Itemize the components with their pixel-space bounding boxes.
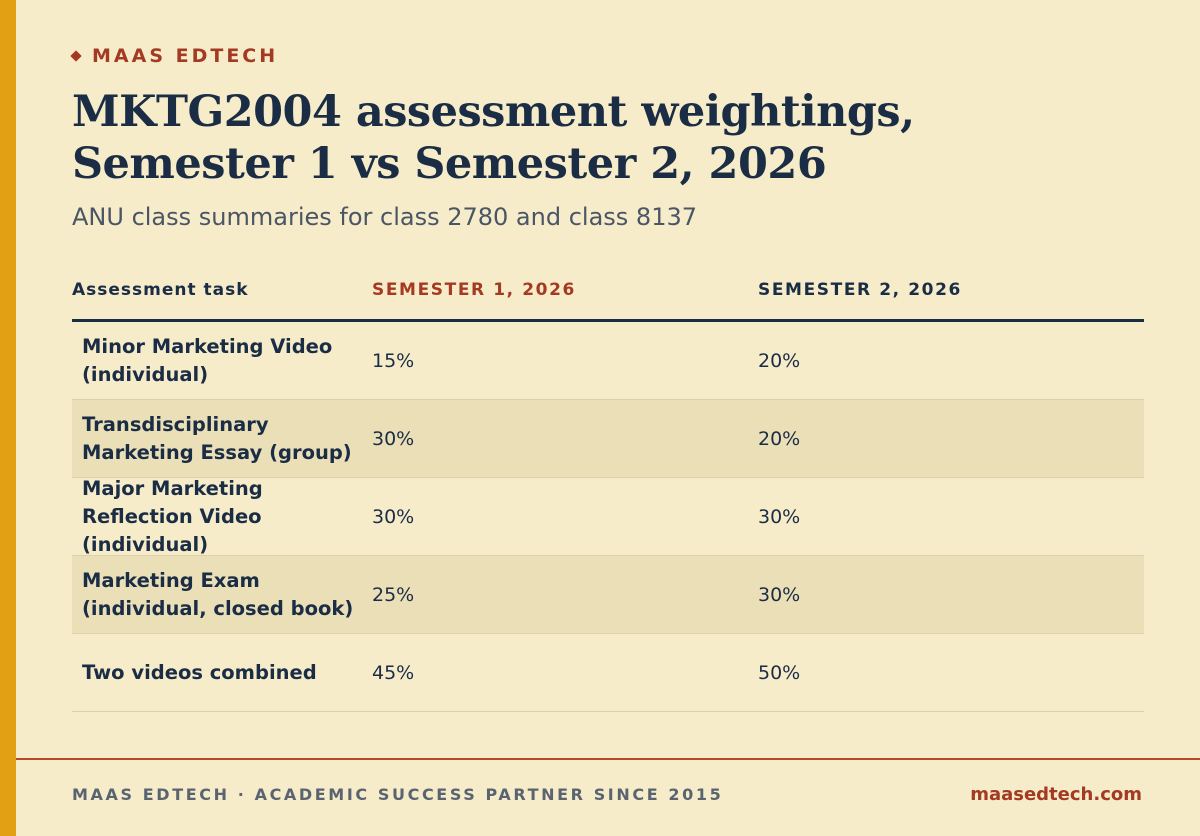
semester-2-value: 20%	[758, 427, 801, 450]
semester-1-value: 15%	[372, 349, 415, 372]
semester-1-value: 30%	[372, 505, 415, 528]
semester-1-value: 25%	[372, 583, 415, 606]
semester-2-value: 50%	[758, 661, 801, 684]
weightings-table: Assessment task SEMESTER 1, 2026 SEMESTE…	[72, 274, 1144, 712]
table-header: Assessment task SEMESTER 1, 2026 SEMESTE…	[72, 274, 1144, 322]
page-subtitle: ANU class summaries for class 2780 and c…	[72, 203, 697, 231]
task-name: Major Marketing Reflection Video (indivi…	[82, 476, 263, 556]
task-name: Marketing Exam (individual, closed book)	[82, 568, 354, 620]
left-accent-bar	[0, 0, 16, 836]
semester-2-value: 20%	[758, 349, 801, 372]
footer-tagline: MAAS EDTECH · ACADEMIC SUCCESS PARTNER S…	[72, 785, 724, 804]
semester-2-value: 30%	[758, 505, 801, 528]
table-row: Transdisciplinary Marketing Essay (group…	[72, 400, 1144, 478]
table-row: Two videos combined 45% 50%	[72, 634, 1144, 712]
diamond-icon	[70, 50, 82, 62]
semester-1-value: 45%	[372, 661, 415, 684]
semester-1-value: 30%	[372, 427, 415, 450]
task-name: Transdisciplinary Marketing Essay (group…	[82, 412, 352, 464]
footer-divider	[16, 758, 1200, 760]
header-assessment-task: Assessment task	[72, 280, 249, 300]
table-row: Major Marketing Reflection Video (indivi…	[72, 476, 1144, 556]
header-semester-1: SEMESTER 1, 2026	[372, 280, 576, 300]
table-row: Minor Marketing Video (individual) 15% 2…	[72, 322, 1144, 400]
page-title: MKTG2004 assessment weightings, Semester…	[72, 87, 915, 189]
task-name: Minor Marketing Video (individual)	[82, 334, 333, 386]
footer-website-link[interactable]: maasedtech.com	[970, 784, 1142, 805]
brand-header: MAAS EDTECH	[70, 45, 279, 67]
header-semester-2: SEMESTER 2, 2026	[758, 280, 962, 300]
brand-name: MAAS EDTECH	[92, 45, 279, 67]
semester-2-value: 30%	[758, 583, 801, 606]
task-name: Two videos combined	[82, 660, 317, 684]
table-row: Marketing Exam (individual, closed book)…	[72, 556, 1144, 634]
